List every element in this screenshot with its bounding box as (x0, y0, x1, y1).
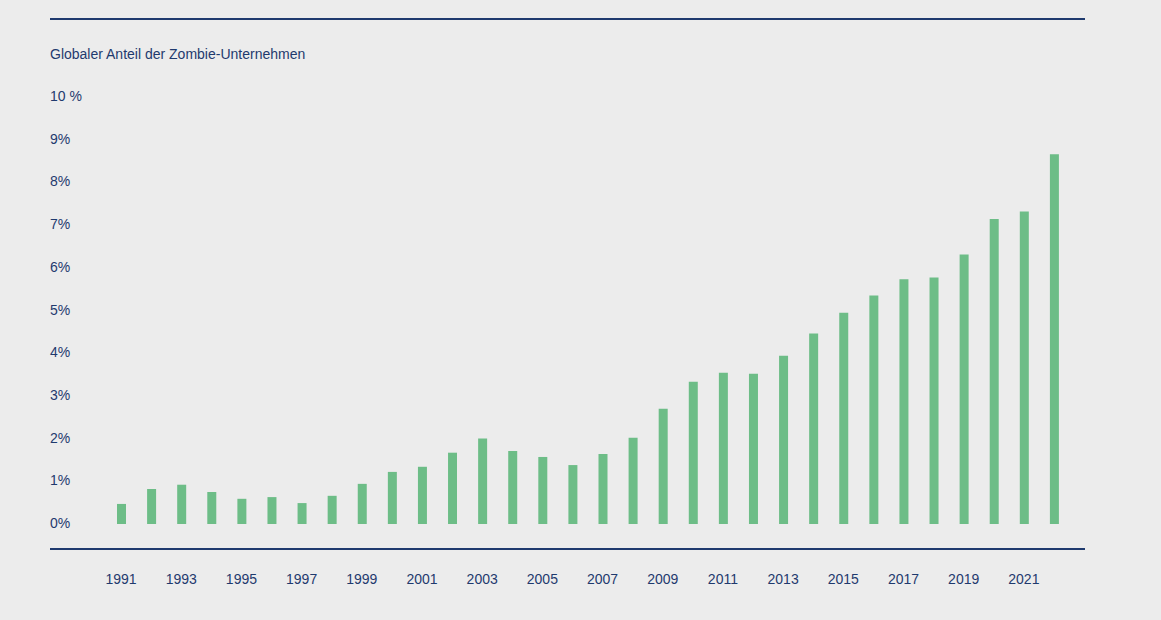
svg-text:1%: 1% (50, 472, 70, 488)
svg-text:3%: 3% (50, 387, 70, 403)
svg-text:2007: 2007 (587, 571, 618, 587)
svg-text:9%: 9% (50, 131, 70, 147)
svg-text:2009: 2009 (647, 571, 678, 587)
svg-text:2019: 2019 (948, 571, 979, 587)
html-text:Globaler Anteil der Zombie-Unt: Globaler Anteil der Zombie-Unternehmen (50, 46, 306, 62)
svg-text:10 %: 10 % (50, 88, 82, 104)
svg-text:4%: 4% (50, 344, 70, 360)
svg-text:5%: 5% (50, 302, 70, 318)
svg-text:1997: 1997 (286, 571, 317, 587)
svg-text:7%: 7% (50, 216, 70, 232)
svg-text:1995: 1995 (226, 571, 257, 587)
svg-text:1999: 1999 (346, 571, 377, 587)
svg-text:1993: 1993 (166, 571, 197, 587)
svg-text:2%: 2% (50, 430, 70, 446)
svg-text:1991: 1991 (105, 571, 136, 587)
svg-text:2017: 2017 (888, 571, 919, 587)
svg-text:0%: 0% (50, 515, 70, 531)
svg-text:2001: 2001 (406, 571, 437, 587)
svg-text:2021: 2021 (1008, 571, 1039, 587)
svg-text:2013: 2013 (768, 571, 799, 587)
svg-text:2003: 2003 (467, 571, 498, 587)
svg-text:2015: 2015 (828, 571, 859, 587)
svg-text:8%: 8% (50, 173, 70, 189)
svg-text:6%: 6% (50, 259, 70, 275)
svg-text:2005: 2005 (527, 571, 558, 587)
svg-text:2011: 2011 (708, 571, 738, 587)
